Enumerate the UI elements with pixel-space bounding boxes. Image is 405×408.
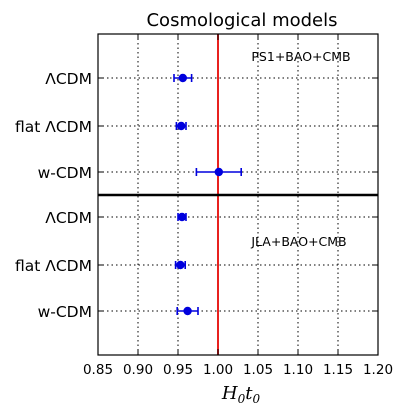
x-tick-label: 1.00 bbox=[203, 362, 233, 378]
x-tick-label: 0.95 bbox=[163, 362, 193, 378]
chart-title: Cosmological models bbox=[146, 10, 337, 31]
data-point bbox=[178, 73, 187, 83]
data-point bbox=[176, 260, 185, 270]
x-ticks: 0.85 0.90 0.95 1.00 1.05 1.10 1.15 1.20 bbox=[83, 34, 393, 378]
x-tick-label: 1.10 bbox=[283, 362, 313, 378]
data-point bbox=[177, 212, 187, 222]
row-label: flat ΛCDM bbox=[15, 257, 92, 275]
rows: ΛCDM flat ΛCDM w-CDM ΛCDM flat ΛCDM w-CDM bbox=[15, 70, 378, 321]
row-label: ΛCDM bbox=[45, 209, 92, 227]
row-label: ΛCDM bbox=[45, 70, 92, 88]
data-point bbox=[177, 121, 186, 131]
panel-annotations: PS1+BAO+CMB JLA+BAO+CMB bbox=[250, 49, 350, 249]
x-tick-label: 1.20 bbox=[363, 362, 393, 378]
x-tick-label: 1.15 bbox=[323, 362, 353, 378]
x-tick-label: 0.90 bbox=[123, 362, 153, 378]
row-label: flat ΛCDM bbox=[15, 118, 92, 136]
x-tick-label: 0.85 bbox=[83, 362, 113, 378]
panel-annotation: PS1+BAO+CMB bbox=[251, 49, 350, 64]
x-tick-label: 1.05 bbox=[243, 362, 273, 378]
row-label: w-CDM bbox=[38, 164, 92, 182]
data-point bbox=[214, 167, 223, 177]
plot-frame bbox=[97, 33, 379, 356]
row-label: w-CDM bbox=[38, 303, 92, 321]
panel-annotation: JLA+BAO+CMB bbox=[250, 234, 346, 249]
x-axis-label: H0t0 bbox=[221, 383, 261, 406]
data-point bbox=[183, 306, 192, 316]
